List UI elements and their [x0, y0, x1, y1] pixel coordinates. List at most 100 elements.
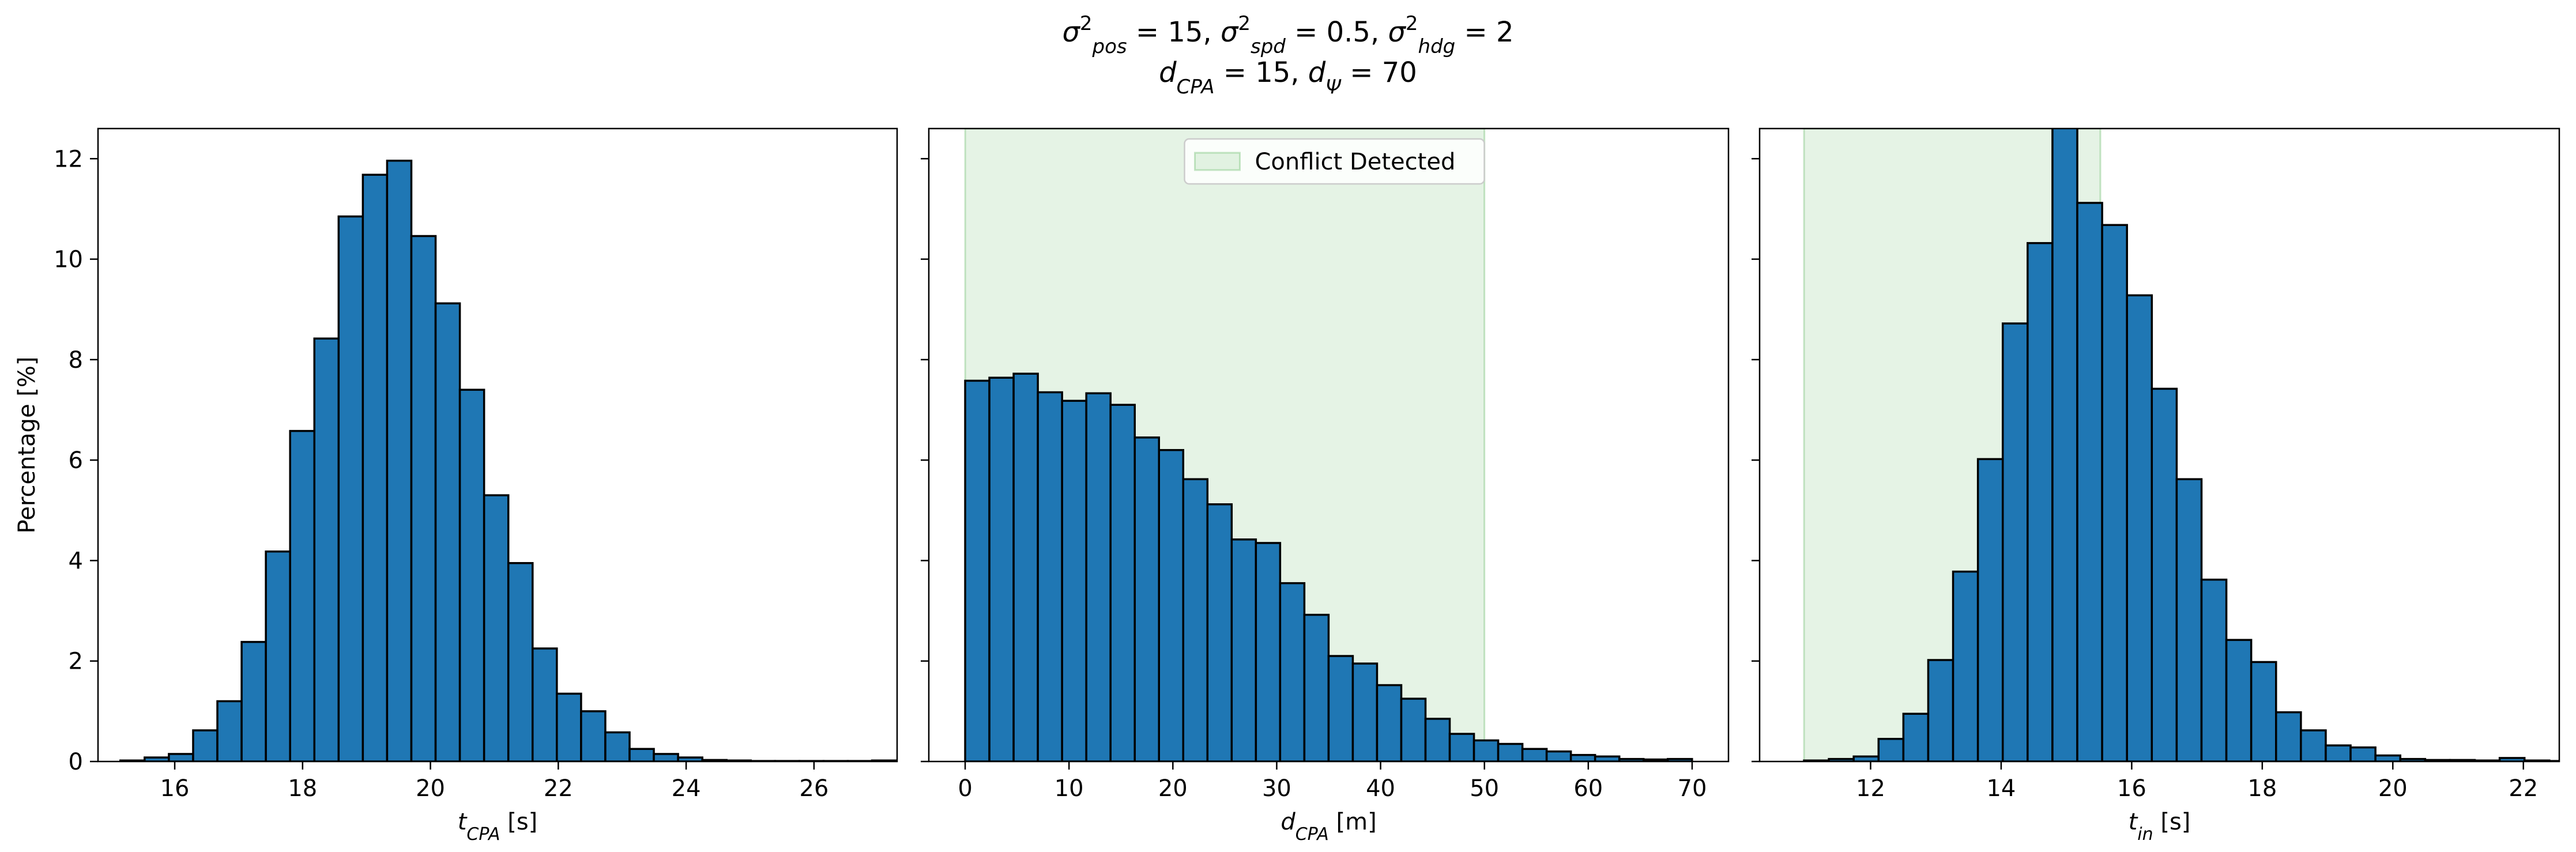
x-tick-label: 20: [1158, 775, 1188, 802]
histogram-bar: [216, 700, 243, 761]
histogram-bar: [361, 174, 389, 761]
x-tick-label: 16: [160, 775, 190, 802]
histogram-bar: [2349, 746, 2377, 761]
histogram-bar: [1061, 399, 1087, 761]
figure-title-line-2: dCPA = 15, dΨ = 70: [1159, 56, 1417, 99]
x-tick-label: 30: [1262, 775, 1291, 802]
histogram-bar: [2027, 242, 2054, 761]
y-tick-label: 4: [69, 548, 83, 574]
histogram-bar: [1158, 448, 1185, 761]
legend-label: Conflict Detected: [1255, 149, 1456, 175]
histogram-bar: [2001, 322, 2029, 761]
histogram-bar: [1594, 755, 1621, 761]
histogram-bar: [2300, 729, 2327, 761]
histogram-bar: [1037, 391, 1063, 761]
x-tick-label: 10: [1054, 775, 1084, 802]
histogram-bar: [1545, 750, 1572, 761]
x-tick-label: 60: [1573, 775, 1603, 802]
x-tick-label: 18: [288, 775, 317, 802]
x-tick-label: 0: [958, 775, 972, 802]
histogram-bar: [1521, 748, 1548, 761]
histogram-bar: [434, 302, 461, 761]
histogram-bar: [2076, 202, 2103, 761]
histogram-bar: [1852, 755, 1880, 761]
histogram-bar: [2275, 711, 2302, 761]
histogram-bar: [1497, 742, 1524, 761]
histogram-bar: [1279, 582, 1306, 761]
histogram-bar: [1902, 712, 1930, 761]
histogram-bar: [1952, 570, 1979, 761]
histogram-bar: [265, 550, 291, 761]
x-tick-label: 14: [1986, 775, 2016, 802]
x-tick-label: 16: [2117, 775, 2146, 802]
histogram-bar: [2200, 578, 2228, 761]
y-tick-label: 8: [69, 347, 83, 374]
histogram-bar: [2051, 129, 2078, 761]
axes-frame: [1758, 127, 2560, 763]
x-tick-label: 26: [799, 775, 828, 802]
histogram-bar: [1012, 372, 1039, 761]
x-tick-label: 22: [2509, 775, 2538, 802]
histogram-bar: [988, 376, 1015, 761]
histogram-bar: [1085, 392, 1112, 761]
histogram-bar: [604, 731, 631, 761]
x-tick-label: 18: [2247, 775, 2277, 802]
histogram-bar: [1927, 659, 1954, 761]
histogram-bar: [1182, 478, 1209, 761]
histogram-bar: [1351, 662, 1379, 761]
y-axis-label: Percentage [%]: [14, 357, 40, 534]
histogram-bar: [532, 647, 558, 761]
histogram-bar: [337, 215, 364, 761]
x-tick-label: 20: [416, 775, 445, 802]
x-tick-label: 12: [1856, 775, 1885, 802]
histogram-bar: [1230, 538, 1257, 761]
histogram-bar: [1303, 613, 1330, 761]
x-tick-label: 24: [672, 775, 701, 802]
histogram-bar: [1206, 503, 1233, 761]
histogram-bar: [458, 389, 485, 761]
histogram-bar: [556, 692, 582, 761]
histogram-bar: [168, 753, 194, 761]
histogram-bar: [483, 494, 510, 761]
x-axis-label: dCPA [m]: [1281, 809, 1376, 845]
x-tick-label: 50: [1470, 775, 1499, 802]
histogram-bar: [964, 379, 991, 761]
x-tick-label: 70: [1678, 775, 1707, 802]
y-tick-label: 6: [69, 447, 83, 474]
histogram-bar: [240, 640, 267, 761]
histogram-bar: [2101, 224, 2128, 761]
histogram-bar: [2325, 744, 2352, 761]
histogram-bar: [1109, 404, 1136, 761]
histogram-bar: [1400, 698, 1427, 761]
y-tick-label: 2: [69, 649, 83, 675]
figure-title-line-1: σ2pos = 15, σ2spd = 0.5, σ2hdg = 2: [1062, 12, 1513, 58]
histogram-bar: [1448, 733, 1475, 761]
histogram-bar: [2250, 661, 2277, 761]
histogram-bar: [628, 748, 655, 761]
histogram-bar: [2151, 387, 2178, 761]
histogram-bar: [386, 160, 413, 761]
histogram-bar: [1376, 684, 1403, 761]
histogram-bar: [1327, 655, 1354, 761]
histogram-bar: [1472, 739, 1500, 761]
histogram-bar: [507, 562, 534, 761]
y-tick-label: 10: [54, 247, 83, 273]
x-tick-label: 22: [544, 775, 573, 802]
histogram-bar: [192, 729, 219, 761]
histogram-bar: [1976, 458, 2004, 761]
histogram-bar: [580, 710, 607, 761]
histogram-bar: [2126, 294, 2153, 761]
histogram-bar: [2225, 639, 2253, 761]
histogram-dcpa-panel: 0 10 20 30 40 50 60 70 dCPA [m] Conflict Detected: [921, 127, 1730, 845]
histogram-bar: [313, 337, 340, 761]
y-tick-label: 12: [54, 146, 83, 172]
histogram-bar: [1255, 542, 1282, 761]
histogram-bar: [1424, 718, 1451, 761]
axes-frame: [97, 127, 898, 763]
x-axis-label: tin [s]: [2129, 809, 2191, 845]
histogram-tin-panel: 12 14 16 18 20 22 tin [s]: [1752, 127, 2560, 845]
histogram-bar: [1133, 436, 1160, 761]
x-tick-label: 20: [2378, 775, 2408, 802]
